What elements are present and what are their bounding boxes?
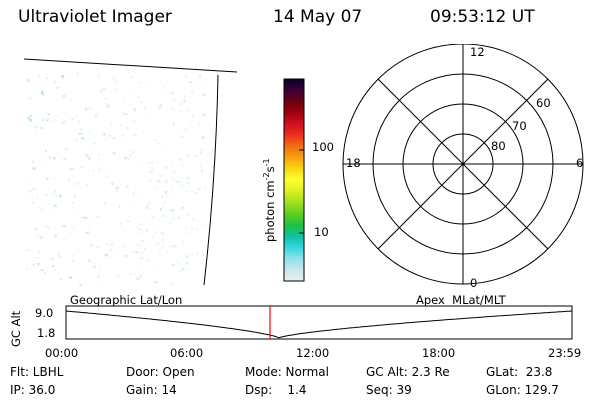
date-label: 14 May 07 [273, 7, 363, 27]
polar-grid [342, 44, 584, 285]
time-tick-1200: 12:00 [296, 346, 330, 360]
mlt-label-0: 0 [470, 276, 478, 290]
strip-right-label: Apex MLat/MLT [416, 293, 506, 307]
image-top-boundary [23, 58, 238, 73]
time-tick-0000: 00:00 [45, 346, 79, 360]
colorbar-unit-label: photon cm-2s-1 [262, 158, 277, 242]
lat-label-70: 70 [512, 119, 527, 133]
time-label: 09:53:12 UT [430, 7, 535, 27]
status-glat: GLat: 23.8 [486, 365, 553, 379]
uv-emission-speckles [26, 70, 207, 287]
status-gain: Gain: 14 [126, 383, 177, 397]
mlt-label-12: 12 [470, 45, 485, 59]
time-tick-2359: 23:59 [548, 346, 582, 360]
status-filter: Flt: LBHL [10, 365, 64, 379]
status-seq: Seq: 39 [366, 383, 412, 397]
orbit-altitude-line [65, 310, 573, 339]
lat-label-60: 60 [536, 96, 551, 110]
instrument-title: Ultraviolet Imager [18, 7, 172, 27]
colorbar-tick-10: 10 [314, 225, 329, 239]
status-glon: GLon: 129.7 [486, 383, 559, 397]
time-tick-1800: 18:00 [422, 346, 456, 360]
strip-left-label: Geographic Lat/Lon [70, 293, 183, 307]
mlt-label-6: 6 [576, 156, 584, 170]
time-tick-0600: 06:00 [170, 346, 204, 360]
altitude-strip [65, 305, 573, 340]
strip-ylabel: GC Alt [9, 310, 23, 347]
status-ip: IP: 36.0 [10, 383, 56, 397]
strip-ytick-low: 1.8 [37, 326, 56, 340]
strip-ytick-high: 9.0 [35, 306, 54, 320]
image-right-boundary [203, 74, 219, 286]
status-dsp: Dsp: 1.4 [245, 383, 307, 397]
colorbar-tick-100: 100 [312, 140, 334, 154]
status-door: Door: Open [126, 365, 195, 379]
status-mode: Mode: Normal [245, 365, 329, 379]
mlt-label-18: 18 [346, 156, 361, 170]
status-gc-alt: GC Alt: 2.3 Re [366, 365, 450, 379]
lat-label-80: 80 [491, 139, 506, 153]
colorbar [283, 78, 305, 282]
